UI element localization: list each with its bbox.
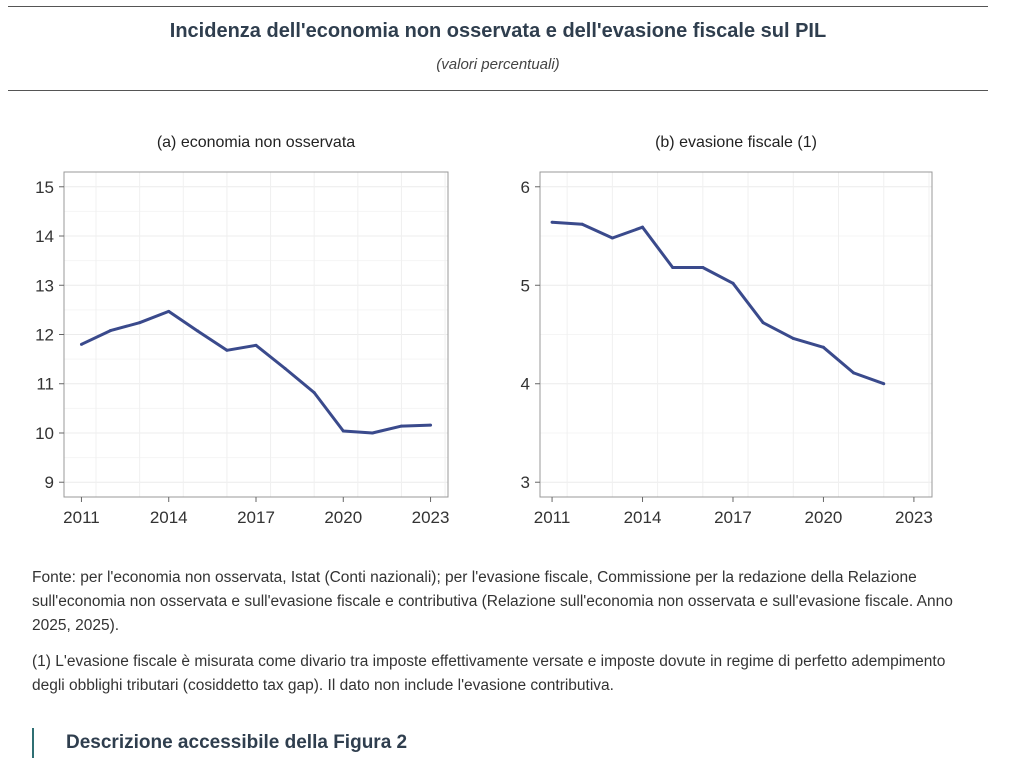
x-tick-label: 2023 <box>895 508 933 527</box>
data-point <box>429 423 433 427</box>
y-tick-label: 12 <box>35 326 54 345</box>
y-tick-label: 10 <box>35 424 54 443</box>
data-point <box>731 281 735 285</box>
data-point <box>312 391 316 395</box>
y-tick-label: 6 <box>521 178 530 197</box>
y-tick-label: 13 <box>35 276 54 295</box>
data-point <box>138 321 142 325</box>
y-tick-label: 14 <box>35 227 54 246</box>
footnote: (1) L'evasione fiscale è misurata come d… <box>32 653 946 694</box>
y-tick-label: 4 <box>521 375 530 394</box>
data-point <box>671 266 675 270</box>
data-point <box>610 236 614 240</box>
x-tick-label: 2014 <box>624 508 662 527</box>
x-tick-label: 2014 <box>150 508 188 527</box>
figure-subtitle: (valori percentuali) <box>436 56 560 73</box>
data-point <box>882 382 886 386</box>
chart-title: (b) evasione fiscale (1) <box>655 134 817 151</box>
chart-title: (a) economia non osservata <box>157 134 355 151</box>
data-point <box>79 342 83 346</box>
data-point <box>550 220 554 224</box>
x-tick-label: 2011 <box>534 508 571 527</box>
data-point <box>791 336 795 340</box>
x-tick-label: 2017 <box>237 508 275 527</box>
data-point <box>341 429 345 433</box>
x-tick-label: 2017 <box>714 508 752 527</box>
data-point <box>821 345 825 349</box>
data-point <box>641 225 645 229</box>
figure-title: Incidenza dell'economia non osservata e … <box>169 20 827 42</box>
series-line <box>80 309 431 435</box>
y-tick-label: 3 <box>521 473 530 492</box>
data-point <box>701 266 705 270</box>
data-point <box>283 366 287 370</box>
source-note: Fonte: per l'economia non osservata, Ist… <box>32 569 953 634</box>
y-tick-label: 9 <box>45 473 54 492</box>
y-tick-label: 15 <box>35 178 54 197</box>
data-point <box>761 321 765 325</box>
y-tick-label: 11 <box>36 375 54 394</box>
data-point <box>580 222 584 226</box>
accessible-description-toggle[interactable]: Descrizione accessibile della Figura 2 <box>32 728 407 758</box>
data-point <box>399 424 403 428</box>
y-tick-label: 5 <box>521 276 530 295</box>
data-point <box>254 343 258 347</box>
top-divider <box>8 6 988 7</box>
x-tick-label: 2023 <box>412 508 450 527</box>
data-point <box>370 431 374 435</box>
data-point <box>109 329 113 333</box>
data-point <box>852 371 856 375</box>
x-tick-label: 2020 <box>805 508 843 527</box>
series-line <box>552 220 885 386</box>
data-point <box>167 309 171 313</box>
x-tick-label: 2020 <box>324 508 362 527</box>
data-point <box>225 348 229 352</box>
charts: (a) economia non osservata 9 10 11 12 13 14 15 2… <box>35 134 933 527</box>
header-divider <box>8 90 988 91</box>
data-point <box>196 329 200 333</box>
x-tick-label: 2011 <box>63 508 100 527</box>
plot-frame <box>539 171 933 498</box>
